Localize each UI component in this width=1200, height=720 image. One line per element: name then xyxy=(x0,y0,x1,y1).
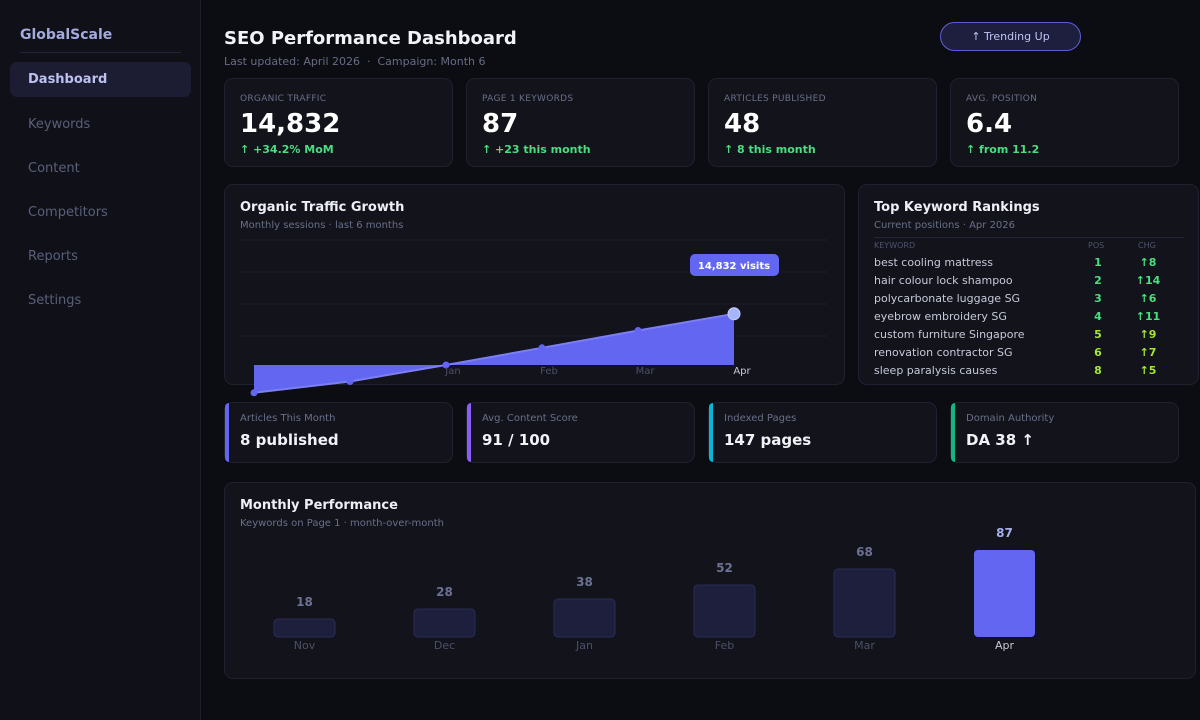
keyword-position: 2 xyxy=(1094,274,1102,287)
stat-value: 91 / 100 xyxy=(482,431,551,449)
keyword-position: 3 xyxy=(1094,292,1102,305)
keyword-position: 8 xyxy=(1094,364,1102,377)
sidebar-item-competitors[interactable]: Competitors xyxy=(28,205,108,220)
kpi-label: ARTICLES PUBLISHED xyxy=(724,94,826,104)
brand-logo-text: GlobalScale xyxy=(20,27,113,43)
kpi-card-organic-traffic: ORGANIC TRAFFIC 14,832 ↑ +34.2% MoM xyxy=(224,78,453,167)
keyword-name: best cooling mattress xyxy=(874,256,993,269)
stat-accent-bar xyxy=(467,403,471,462)
stat-label: Indexed Pages xyxy=(724,413,797,424)
stat-value: DA 38 ↑ xyxy=(966,431,1034,449)
stat-card-domain-authority: Domain Authority DA 38 ↑ xyxy=(950,402,1179,463)
keyword-position: 4 xyxy=(1094,310,1102,323)
column-header-keyword: KEYWORD xyxy=(874,241,916,250)
stat-accent-bar xyxy=(225,403,229,462)
page-subtitle: Last updated: April 2026 · Campaign: Mon… xyxy=(224,55,486,68)
keyword-position: 1 xyxy=(1094,256,1102,269)
monthly-performance-card: Monthly Performance Keywords on Page 1 ·… xyxy=(224,482,1196,679)
kpi-label: AVG. POSITION xyxy=(966,94,1038,104)
keyword-change: ↑14 xyxy=(1135,274,1161,287)
rankings-divider xyxy=(874,237,1184,238)
keyword-name: custom furniture Singapore xyxy=(874,328,1025,341)
keyword-change: ↑11 xyxy=(1135,310,1161,323)
stat-card-content-score: Avg. Content Score 91 / 100 xyxy=(466,402,695,463)
keyword-name: eyebrow embroidery SG xyxy=(874,310,1007,323)
kpi-delta: ↑ 8 this month xyxy=(724,143,816,156)
sidebar-item-keywords[interactable]: Keywords xyxy=(28,117,91,132)
kpi-card-avg-position: AVG. POSITION 6.4 ↑ from 11.2 xyxy=(950,78,1179,167)
keyword-rankings-card: Top Keyword Rankings Current positions ·… xyxy=(858,184,1199,385)
keyword-change: ↑5 xyxy=(1139,364,1157,377)
rankings-subtitle: Current positions · Apr 2026 xyxy=(874,220,1016,231)
kpi-delta: ↑ +23 this month xyxy=(482,143,591,156)
keyword-change: ↑6 xyxy=(1139,292,1157,305)
stat-accent-bar xyxy=(951,403,955,462)
keyword-position: 5 xyxy=(1094,328,1102,341)
traffic-point xyxy=(250,389,258,397)
traffic-chart-card: Organic Traffic Growth Monthly sessions … xyxy=(224,184,845,385)
traffic-chart-title: Organic Traffic Growth xyxy=(240,200,405,215)
sidebar-item-content[interactable]: Content xyxy=(28,161,80,176)
stat-label: Avg. Content Score xyxy=(482,413,578,424)
keyword-change: ↑8 xyxy=(1139,256,1157,269)
keyword-change: ↑7 xyxy=(1139,346,1157,359)
stat-card-articles: Articles This Month 8 published xyxy=(224,402,453,463)
monthly-subtitle: Keywords on Page 1 · month-over-month xyxy=(240,518,444,529)
kpi-delta: ↑ +34.2% MoM xyxy=(240,143,334,156)
monthly-title: Monthly Performance xyxy=(240,498,398,513)
kpi-delta: ↑ from 11.2 xyxy=(966,143,1040,156)
keyword-name: renovation contractor SG xyxy=(874,346,1013,359)
column-header-chg: CHG xyxy=(1138,241,1156,250)
stat-value: 147 pages xyxy=(724,431,812,449)
keyword-change: ↑9 xyxy=(1139,328,1157,341)
page-title: SEO Performance Dashboard xyxy=(224,28,517,49)
kpi-label: ORGANIC TRAFFIC xyxy=(240,94,327,104)
keyword-name: polycarbonate luggage SG xyxy=(874,292,1021,305)
keyword-name: sleep paralysis causes xyxy=(874,364,998,377)
sidebar-item-settings[interactable]: Settings xyxy=(28,293,82,308)
trending-badge[interactable]: ↑ Trending Up xyxy=(940,22,1081,51)
kpi-value: 48 xyxy=(724,109,761,139)
kpi-value: 14,832 xyxy=(240,109,341,139)
kpi-label: PAGE 1 KEYWORDS xyxy=(482,94,574,104)
stat-card-indexed-pages: Indexed Pages 147 pages xyxy=(708,402,937,463)
stat-label: Articles This Month xyxy=(240,413,336,424)
sidebar-item-dashboard[interactable]: Dashboard xyxy=(10,62,191,97)
stat-value: 8 published xyxy=(240,431,339,449)
column-header-pos: POS xyxy=(1088,241,1105,250)
kpi-value: 87 xyxy=(482,109,519,139)
kpi-value: 6.4 xyxy=(966,109,1013,139)
kpi-card-page1-keywords: PAGE 1 KEYWORDS 87 ↑ +23 this month xyxy=(466,78,695,167)
sidebar-item-reports[interactable]: Reports xyxy=(28,249,78,264)
kpi-card-articles-published: ARTICLES PUBLISHED 48 ↑ 8 this month xyxy=(708,78,937,167)
traffic-chart-subtitle: Monthly sessions · last 6 months xyxy=(240,220,404,231)
stat-accent-bar xyxy=(709,403,713,462)
rankings-title: Top Keyword Rankings xyxy=(874,200,1040,215)
brand-divider xyxy=(20,52,181,53)
keyword-name: hair colour lock shampoo xyxy=(874,274,1013,287)
sidebar: GlobalScale Dashboard Keywords Content C… xyxy=(0,0,201,720)
keyword-position: 6 xyxy=(1094,346,1102,359)
stat-label: Domain Authority xyxy=(966,413,1055,424)
